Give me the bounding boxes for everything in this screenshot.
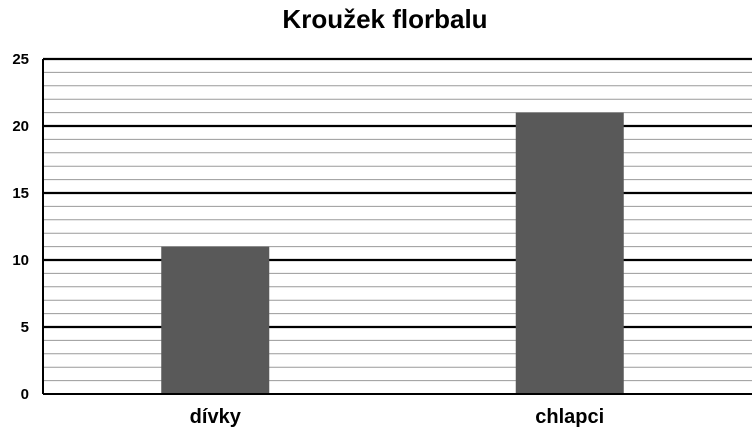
chart-title: Kroužek florbalu (282, 4, 487, 34)
x-category-label: chlapci (535, 406, 604, 428)
y-tick-label: 15 (12, 185, 29, 202)
y-tick-label: 0 (21, 386, 29, 403)
y-tick-label: 25 (12, 51, 29, 68)
y-tick-label: 10 (12, 252, 29, 269)
bars (161, 112, 624, 394)
bar-2 (515, 112, 624, 394)
major-grid (43, 57, 752, 329)
x-axis-labels: dívky chlapci (190, 406, 605, 428)
y-tick-label: 20 (12, 118, 29, 135)
y-axis-ticks: 0 5 10 15 20 25 (12, 51, 29, 403)
x-category-label: dívky (190, 406, 242, 428)
bar-1 (161, 246, 270, 394)
minor-grid (43, 71, 752, 382)
y-tick-label: 5 (21, 319, 29, 336)
